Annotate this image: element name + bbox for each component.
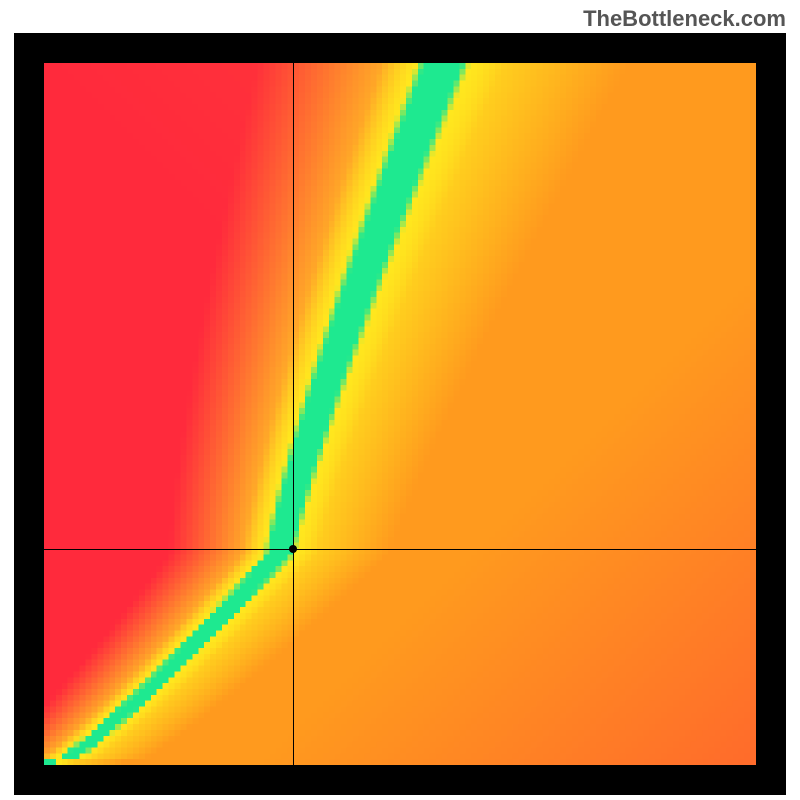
heatmap-canvas bbox=[44, 63, 756, 765]
watermark-text: TheBottleneck.com bbox=[583, 6, 786, 32]
crosshair-vertical bbox=[293, 63, 294, 765]
crosshair-horizontal bbox=[44, 549, 756, 550]
crosshair-dot bbox=[289, 545, 297, 553]
